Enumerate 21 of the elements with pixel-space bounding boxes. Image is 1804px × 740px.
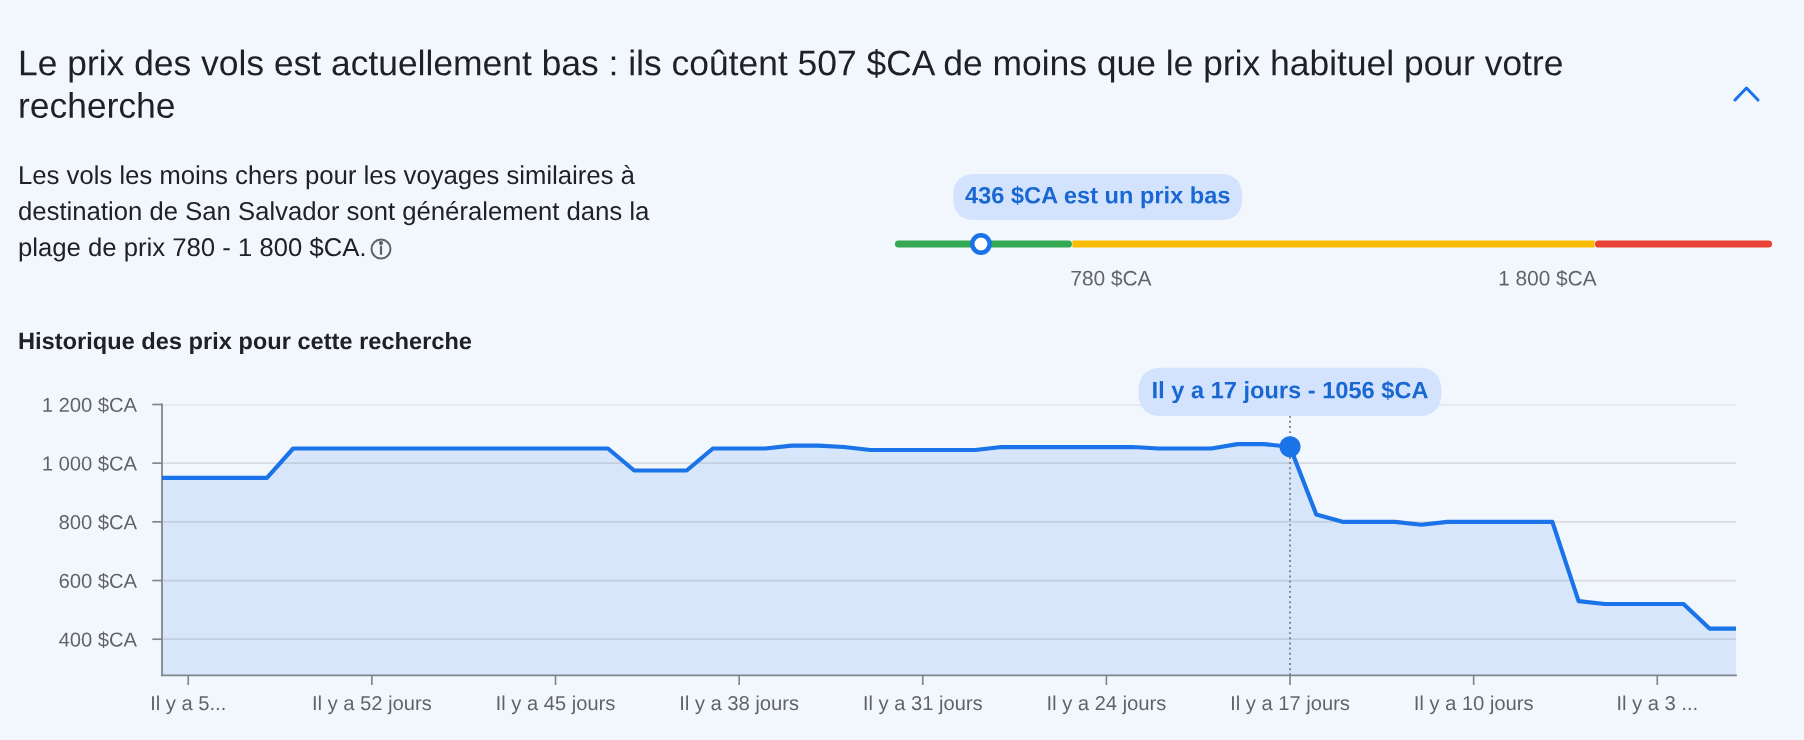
y-tick-label: 1 000 $CA — [43, 455, 137, 472]
x-tick-label: Il y a 38 jours — [681, 695, 799, 715]
y-tick-label: 400 $CA — [59, 631, 137, 648]
x-tick-label: Il y a 17 jours — [1232, 695, 1350, 715]
x-tick-label: Il y a 45 jours — [497, 695, 615, 715]
y-tick-label: 600 $CA — [59, 572, 137, 590]
x-tick-label: Il y a 31 jours — [864, 695, 982, 715]
text: Les vols les moins chers pour les voyages similaires à destination de San Salvador sont généralement dans la plage de prix 780 - 1 800 $CA. — [19, 165, 650, 262]
x-tick-label: Il y a 3 ... — [1618, 695, 1697, 715]
x-tick-label: Il y a 24 jours — [1048, 695, 1166, 715]
x-tick-label: Il y a 10 jours — [1415, 695, 1533, 715]
y-tick-label: 1 200 $CA — [43, 396, 137, 414]
text: 436 $CA est un prix bas — [965, 185, 1230, 209]
y-tick-label: 800 $CA — [59, 514, 137, 531]
x-tick-label: Il y a 5... — [152, 695, 225, 715]
text: 780 $CA — [1071, 269, 1152, 287]
annotation: Il y a 17 jours - 1056 $CA — [1153, 380, 1428, 404]
text: Le prix des vols est actuellement bas : ils coûtent 507 $CA de moins que le prix habituel pour votre recherche — [20, 49, 1562, 119]
text: 1 800 $CA — [1499, 269, 1597, 287]
chart-title: Historique des prix pour cette recherche — [19, 332, 472, 355]
x-tick-label: Il y a 52 jours — [313, 695, 432, 715]
